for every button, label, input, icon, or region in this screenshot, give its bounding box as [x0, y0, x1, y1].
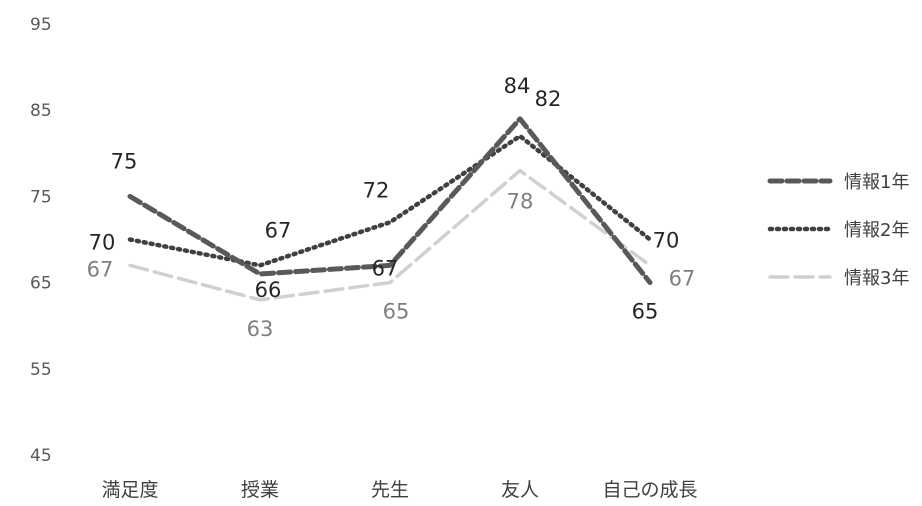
- series-lines: [127, 116, 653, 302]
- series-line: [127, 133, 653, 268]
- y-tick-label: 45: [30, 446, 52, 466]
- legend-label: 情報1年: [844, 172, 909, 193]
- data-label: 72: [363, 178, 390, 202]
- x-tick-label: 自己の成長: [602, 479, 697, 501]
- legend-label: 情報2年: [844, 220, 909, 241]
- data-label: 82: [535, 87, 562, 111]
- data-label: 78: [507, 190, 534, 214]
- data-label: 65: [632, 300, 659, 324]
- series-line: [128, 168, 652, 302]
- data-label: 84: [504, 74, 531, 98]
- data-label: 70: [653, 229, 680, 253]
- data-label: 75: [111, 149, 138, 173]
- data-label: 65: [383, 300, 410, 324]
- x-axis: 満足度 授業 先生 友人 自己の成長: [101, 479, 697, 501]
- data-label: 67: [87, 257, 114, 281]
- y-tick-label: 75: [30, 187, 52, 207]
- data-label: 63: [247, 317, 274, 341]
- x-tick-label: 先生: [371, 479, 409, 501]
- y-tick-label: 55: [30, 360, 52, 380]
- x-tick-label: 満足度: [101, 479, 158, 501]
- data-label: 67: [669, 266, 696, 290]
- data-label: 67: [372, 256, 399, 280]
- y-axis: 95 85 75 65 55 45: [30, 15, 52, 466]
- y-tick-label: 85: [30, 101, 52, 121]
- data-label: 70: [89, 231, 116, 255]
- y-tick-label: 95: [30, 15, 52, 35]
- data-label: 66: [255, 278, 282, 302]
- legend-label: 情報3年: [844, 268, 909, 289]
- x-tick-label: 授業: [241, 479, 279, 501]
- data-label: 67: [265, 218, 292, 242]
- y-tick-label: 65: [30, 274, 52, 294]
- x-tick-label: 友人: [501, 479, 539, 501]
- series-line: [127, 116, 653, 286]
